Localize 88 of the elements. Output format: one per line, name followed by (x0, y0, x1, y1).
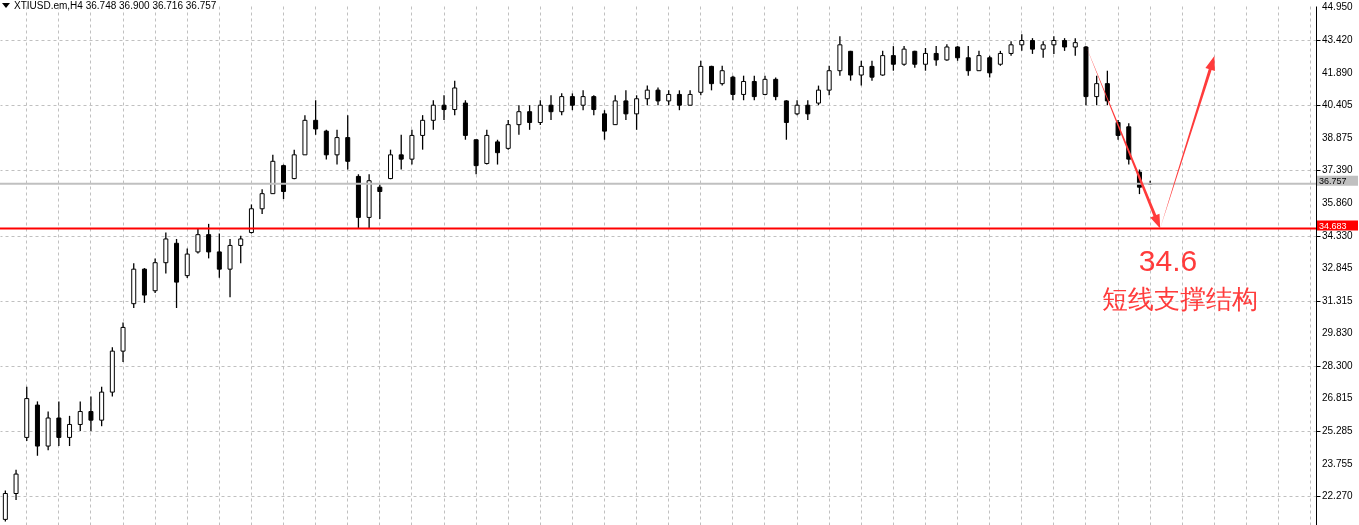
candlestick (195, 227, 201, 255)
y-tick-label: 26.815 (1322, 392, 1354, 404)
candlestick (858, 60, 864, 87)
candlestick (409, 129, 415, 166)
candlestick (452, 79, 458, 116)
candlestick (377, 183, 383, 220)
candlestick (67, 415, 73, 447)
candlestick (345, 114, 351, 171)
y-tick-label: 32.845 (1322, 262, 1354, 274)
candlestick (580, 89, 586, 111)
candlestick (805, 99, 811, 121)
candlestick (815, 84, 821, 106)
candlestick (495, 139, 501, 166)
y-tick-label: 28.300 (1322, 360, 1354, 372)
candlestick (505, 119, 511, 151)
candlestick (537, 99, 543, 126)
candlestick (826, 65, 832, 96)
candlestick (334, 129, 340, 166)
candlestick (933, 45, 939, 67)
candlestick (634, 94, 640, 131)
y-tick-label: 37.390 (1322, 164, 1354, 176)
candlestick (56, 400, 62, 447)
candlestick (730, 75, 736, 101)
candlestick (420, 114, 426, 151)
candlestick (120, 321, 126, 363)
candlestick (291, 149, 297, 180)
candlestick (88, 395, 94, 432)
chart-title: XTIUSD.em,H4 36.748 36.900 36.716 36.757 (14, 0, 217, 11)
y-tick-label: 43.420 (1322, 34, 1354, 46)
candlestick (323, 129, 329, 161)
candlestick (1104, 70, 1110, 106)
candlestick (1094, 75, 1100, 106)
candlestick (163, 231, 169, 275)
candlestick (976, 50, 982, 72)
candlestick (987, 55, 993, 79)
candlestick (890, 45, 896, 72)
candlestick (548, 94, 554, 121)
y-tick-label: 44.950 (1322, 1, 1354, 13)
y-tick-label: 34.330 (1322, 230, 1354, 242)
candlestick (880, 50, 886, 77)
annotation: 短线支撑结构 (1102, 284, 1258, 314)
candlestick (709, 65, 714, 91)
candlestick (527, 104, 533, 131)
candlestick (591, 94, 597, 116)
candlestick (248, 203, 254, 235)
candlestick (901, 45, 907, 67)
ref-line-label: 36.757 (1319, 175, 1347, 186)
candlestick (227, 238, 233, 298)
candlestick (869, 60, 875, 82)
candlestick (644, 84, 650, 106)
y-tick-label: 35.860 (1322, 197, 1354, 209)
candlestick (238, 235, 244, 264)
candlestick (559, 92, 565, 116)
candlestick (1051, 35, 1057, 55)
candlestick (516, 104, 522, 136)
candlestick (965, 45, 971, 77)
y-tick-label: 23.755 (1322, 458, 1354, 470)
candlestick (848, 50, 854, 82)
candlestick (388, 149, 394, 180)
candlestick (216, 232, 222, 279)
annotation: 34.6 (1138, 244, 1198, 277)
candlestick (602, 109, 607, 141)
y-tick-label: 31.315 (1322, 295, 1354, 307)
candlestick (259, 188, 265, 215)
candlestick (206, 223, 212, 260)
y-tick-label: 41.890 (1322, 67, 1354, 79)
candlestick (773, 76, 779, 101)
ref-line-label: 34.683 (1319, 220, 1347, 231)
y-tick-label: 40.405 (1322, 99, 1354, 111)
y-tick-label: 38.875 (1322, 132, 1354, 144)
candlestick (783, 99, 789, 141)
candlestick (751, 75, 757, 101)
candlestick (719, 65, 725, 87)
y-tick-label: 29.830 (1322, 327, 1354, 339)
candlestick (430, 99, 436, 131)
candlestick (741, 75, 747, 101)
candlestick (441, 94, 447, 121)
candlestick (623, 89, 629, 121)
candlestick (184, 247, 190, 279)
candlestick (313, 99, 319, 136)
candlestick (612, 94, 618, 126)
candlestick (77, 400, 83, 432)
candlestick (13, 469, 19, 501)
y-tick-label: 25.285 (1322, 425, 1354, 437)
candlestick (676, 89, 682, 111)
candlestick (922, 47, 928, 72)
y-tick-label: 22.270 (1322, 490, 1354, 502)
candlestick (398, 134, 404, 171)
